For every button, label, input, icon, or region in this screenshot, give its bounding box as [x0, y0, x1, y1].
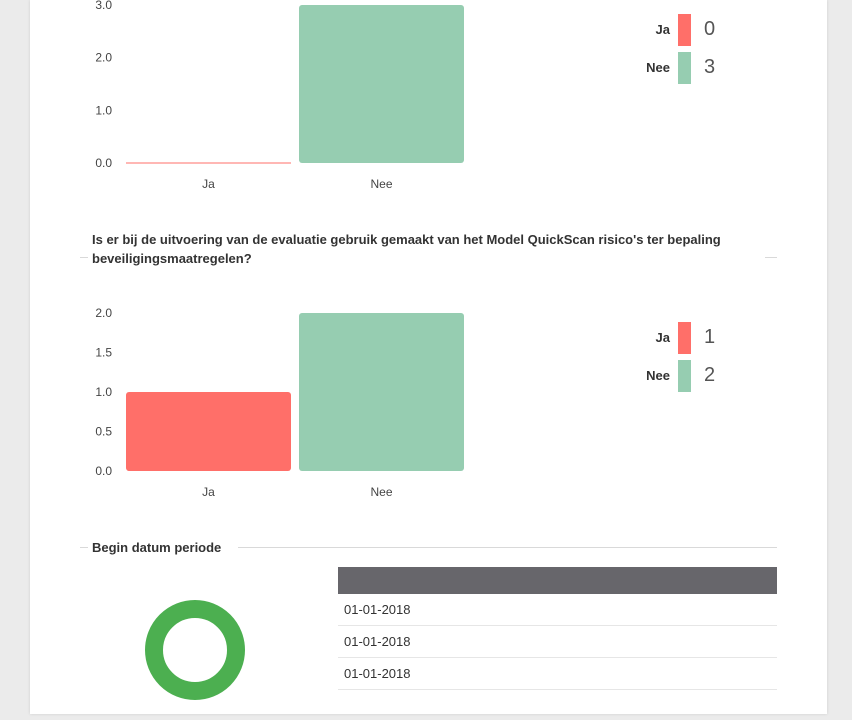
- chart-2-title: Is er bij de uitvoering van de evaluatie…: [92, 232, 721, 266]
- y-tick-label: 1.0: [95, 385, 112, 399]
- x-tick-label: Ja: [202, 485, 215, 499]
- table-row: 01-01-2018: [338, 594, 777, 626]
- section-3-title: Begin datum periode: [92, 540, 222, 555]
- legend-item-ja: Ja 0: [610, 14, 730, 46]
- legend-swatch-ja: [678, 322, 691, 354]
- legend-count: 2: [704, 364, 716, 386]
- y-tick-label: 0.5: [95, 425, 112, 439]
- legend-swatch-ja: [678, 14, 691, 46]
- section-divider-left: [80, 547, 88, 548]
- y-tick-label: 0.0: [95, 464, 112, 478]
- x-tick-label: Ja: [202, 177, 215, 191]
- y-tick-label: 1.0: [95, 103, 112, 117]
- bar-nee: [299, 313, 464, 471]
- legend-label: Ja: [655, 22, 670, 37]
- results-card: 0.0 1.0 2.0 3.0 Ja Nee Ja 0 Nee 3 Is er bij d…: [30, 0, 827, 714]
- legend-label: Nee: [646, 60, 670, 75]
- table-row: 01-01-2018: [338, 626, 777, 658]
- dates-table: 01-01-2018 01-01-2018 01-01-2018: [338, 567, 777, 720]
- legend-item-nee: Nee 3: [610, 52, 730, 84]
- legend-count: 0: [704, 18, 716, 40]
- x-tick-label: Nee: [370, 485, 392, 499]
- bar-ja: [126, 392, 291, 471]
- table-header: [338, 567, 777, 594]
- table-row: 01-01-2018: [338, 658, 777, 690]
- y-tick-label: 0.0: [95, 156, 112, 170]
- legend-swatch-nee: [678, 52, 691, 84]
- y-tick-label: 3.0: [95, 0, 112, 12]
- legend-swatch-nee: [678, 360, 691, 392]
- section-divider-right: [765, 257, 777, 258]
- bar-chart-2: 0.0 0.5 1.0 1.5 2.0 Ja Nee: [95, 306, 464, 499]
- legend-label: Ja: [655, 330, 670, 345]
- donut-ring: [145, 600, 245, 700]
- y-tick-label: 2.0: [95, 306, 112, 320]
- legend-count: 1: [704, 326, 716, 348]
- y-tick-label: 1.5: [95, 346, 112, 360]
- section-divider-right: [238, 547, 777, 548]
- donut-chart: [145, 600, 245, 700]
- legend-count: 3: [704, 56, 716, 78]
- legend-label: Nee: [646, 368, 670, 383]
- section-divider-left: [80, 257, 88, 258]
- bar-nee: [299, 5, 464, 163]
- x-tick-label: Nee: [370, 177, 392, 191]
- table-row-empty: [338, 690, 777, 720]
- bar-chart-1: 0.0 1.0 2.0 3.0 Ja Nee: [95, 0, 464, 191]
- legend-item-ja: Ja 1: [610, 322, 730, 354]
- y-tick-label: 2.0: [95, 51, 112, 65]
- legend-item-nee: Nee 2: [610, 360, 730, 392]
